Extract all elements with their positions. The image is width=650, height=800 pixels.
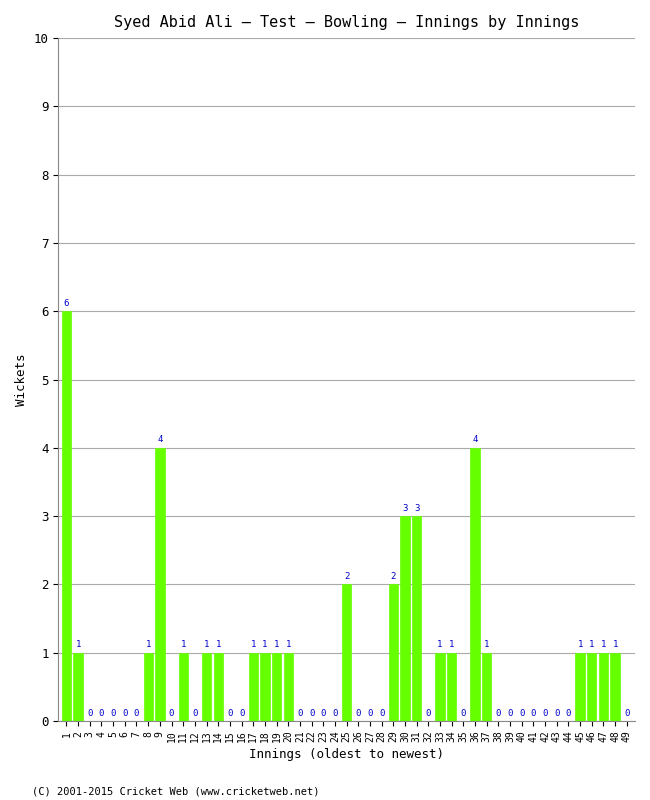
- Title: Syed Abid Ali – Test – Bowling – Innings by Innings: Syed Abid Ali – Test – Bowling – Innings…: [114, 15, 579, 30]
- Text: 1: 1: [146, 640, 151, 650]
- Text: 0: 0: [367, 709, 372, 718]
- Text: 1: 1: [204, 640, 209, 650]
- Bar: [179, 653, 188, 721]
- Text: 0: 0: [356, 709, 361, 718]
- Text: 0: 0: [566, 709, 571, 718]
- Text: 0: 0: [531, 709, 536, 718]
- Bar: [283, 653, 293, 721]
- Bar: [214, 653, 223, 721]
- Text: 1: 1: [75, 640, 81, 650]
- Text: 1: 1: [250, 640, 256, 650]
- Text: 1: 1: [181, 640, 186, 650]
- Bar: [389, 584, 398, 721]
- Text: 2: 2: [344, 572, 349, 581]
- Text: 4: 4: [157, 435, 162, 445]
- Bar: [155, 448, 164, 721]
- Text: 0: 0: [320, 709, 326, 718]
- Bar: [412, 516, 421, 721]
- Bar: [342, 584, 351, 721]
- Text: 1: 1: [589, 640, 595, 650]
- Text: 0: 0: [519, 709, 525, 718]
- Bar: [587, 653, 597, 721]
- Bar: [599, 653, 608, 721]
- Text: 1: 1: [437, 640, 443, 650]
- Text: 3: 3: [414, 504, 419, 513]
- Bar: [248, 653, 258, 721]
- Text: (C) 2001-2015 Cricket Web (www.cricketweb.net): (C) 2001-2015 Cricket Web (www.cricketwe…: [32, 786, 320, 796]
- Text: 0: 0: [461, 709, 466, 718]
- Text: 2: 2: [391, 572, 396, 581]
- Text: 0: 0: [508, 709, 513, 718]
- Bar: [400, 516, 410, 721]
- Text: 0: 0: [309, 709, 315, 718]
- Bar: [73, 653, 83, 721]
- Text: 1: 1: [484, 640, 489, 650]
- Text: 0: 0: [239, 709, 244, 718]
- Text: 1: 1: [216, 640, 221, 650]
- Text: 0: 0: [87, 709, 92, 718]
- Bar: [202, 653, 211, 721]
- Y-axis label: Wickets: Wickets: [15, 354, 28, 406]
- Text: 0: 0: [134, 709, 139, 718]
- Text: 1: 1: [274, 640, 280, 650]
- Text: 1: 1: [262, 640, 268, 650]
- Text: 6: 6: [64, 299, 69, 308]
- Bar: [471, 448, 480, 721]
- Bar: [144, 653, 153, 721]
- Text: 1: 1: [285, 640, 291, 650]
- Text: 0: 0: [426, 709, 431, 718]
- Text: 0: 0: [379, 709, 384, 718]
- Bar: [575, 653, 585, 721]
- Text: 1: 1: [577, 640, 583, 650]
- Text: 0: 0: [169, 709, 174, 718]
- Text: 1: 1: [601, 640, 606, 650]
- X-axis label: Innings (oldest to newest): Innings (oldest to newest): [249, 748, 444, 761]
- Text: 4: 4: [473, 435, 478, 445]
- Text: 0: 0: [227, 709, 233, 718]
- Bar: [272, 653, 281, 721]
- Text: 0: 0: [122, 709, 127, 718]
- Bar: [610, 653, 620, 721]
- Text: 0: 0: [624, 709, 629, 718]
- Text: 0: 0: [554, 709, 560, 718]
- Text: 0: 0: [542, 709, 548, 718]
- Text: 0: 0: [99, 709, 104, 718]
- Text: 0: 0: [111, 709, 116, 718]
- Text: 0: 0: [496, 709, 501, 718]
- Bar: [447, 653, 456, 721]
- Text: 1: 1: [612, 640, 618, 650]
- Bar: [436, 653, 445, 721]
- Text: 0: 0: [332, 709, 337, 718]
- Text: 3: 3: [402, 504, 408, 513]
- Bar: [62, 311, 71, 721]
- Text: 0: 0: [192, 709, 198, 718]
- Text: 1: 1: [449, 640, 454, 650]
- Bar: [260, 653, 270, 721]
- Text: 0: 0: [297, 709, 303, 718]
- Bar: [482, 653, 491, 721]
